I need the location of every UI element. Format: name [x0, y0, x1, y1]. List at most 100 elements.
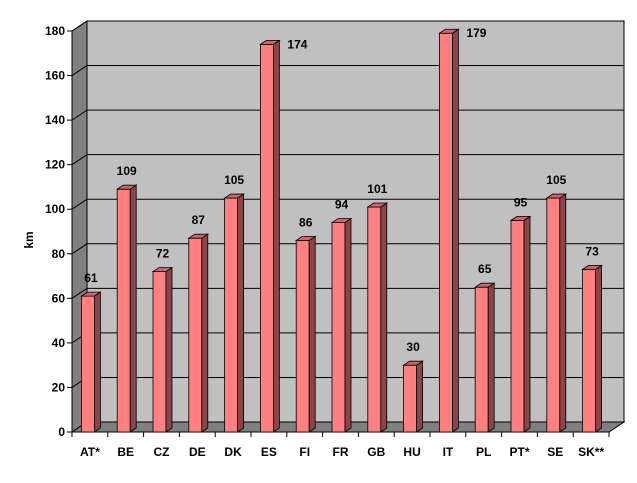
bar-DK [223, 193, 245, 433]
x-tick-label: ES [261, 445, 277, 459]
bar-front [403, 364, 418, 433]
x-tick-label: SK** [578, 445, 604, 459]
data-label: 174 [287, 37, 307, 51]
bar-HU [402, 360, 424, 433]
bar-front [152, 271, 167, 433]
x-tick-label: IT [443, 445, 454, 459]
y-tick-label: 180 [45, 24, 65, 38]
data-label: 94 [335, 198, 349, 212]
data-label: 61 [84, 271, 98, 285]
x-tick-label: PT* [509, 445, 529, 459]
bar-top [259, 39, 281, 45]
bar-top [223, 193, 245, 199]
x-tick-label: FR [333, 445, 349, 459]
bar-top [80, 291, 102, 297]
data-label: 87 [192, 213, 206, 227]
y-tick-label: 60 [52, 291, 66, 305]
data-label: 109 [117, 164, 137, 178]
bar-BE [115, 184, 138, 433]
data-label: 101 [367, 182, 387, 196]
x-tick-label: AT* [80, 445, 100, 459]
x-tick-label: DK [224, 445, 242, 459]
bar-side [129, 184, 137, 433]
y-tick-label: 160 [45, 69, 65, 83]
bar-side [165, 266, 173, 433]
x-tick-label: FI [299, 445, 310, 459]
data-label: 72 [156, 247, 170, 261]
bar-top [330, 218, 353, 223]
x-tick-label: HU [403, 445, 420, 459]
bar-front [367, 206, 382, 433]
gridline [71, 20, 624, 32]
data-label: 30 [406, 340, 420, 354]
bar-front [546, 197, 561, 433]
bar-front [331, 222, 346, 433]
bar-front [116, 188, 131, 433]
bar-top [187, 233, 210, 239]
bar-FR [330, 217, 353, 433]
x-tick-label: PL [476, 445, 491, 459]
bar-side [380, 202, 388, 433]
bar-PT [509, 215, 532, 433]
bars [80, 28, 603, 433]
bar-side [201, 233, 209, 433]
bar-PL [473, 282, 496, 433]
x-tick-label: BE [117, 445, 134, 459]
y-tick-labels: 0 20 40 60 80 100 120 140 160 180 [45, 24, 65, 439]
x-tick-label: CZ [154, 445, 170, 459]
bar-front [582, 268, 596, 433]
bar-front [259, 43, 274, 433]
bar-side [237, 193, 245, 433]
y-tick-label: 80 [52, 247, 66, 261]
bar-SK [581, 264, 603, 433]
data-label: 73 [585, 244, 599, 258]
y-tick-label: 20 [52, 380, 66, 394]
bar-top [473, 282, 496, 288]
bar-front [438, 32, 453, 433]
bar-side [451, 28, 459, 433]
bar-front [474, 286, 489, 433]
bar-side [595, 264, 602, 433]
bar-side [94, 291, 101, 433]
bar-side [523, 215, 531, 433]
bar-front [188, 237, 203, 433]
bar-FI [294, 235, 317, 433]
bar-top [294, 236, 317, 241]
bar-top [115, 184, 138, 190]
bar-side [559, 193, 567, 433]
y-tick-label: 140 [45, 113, 65, 127]
data-labels: 61 109 72 87 105 174 86 94 101 30 179 65 95 105 73 [84, 26, 599, 354]
bar-SE [545, 193, 568, 433]
bar-top [402, 360, 424, 366]
bar-DE [187, 233, 210, 433]
bar-top [545, 193, 568, 199]
x-tick-label: SE [547, 445, 563, 459]
bar-side [308, 235, 316, 433]
bar-top [438, 28, 460, 34]
bar-front [295, 240, 310, 433]
bar-top [509, 215, 532, 221]
bar-GB [366, 202, 389, 433]
data-label: 179 [466, 26, 486, 40]
bar-top [581, 264, 603, 270]
y-tick-label: 120 [45, 158, 65, 172]
bar-ES [259, 39, 281, 433]
bar-side [344, 217, 352, 433]
bar-side [416, 360, 424, 433]
data-label: 65 [478, 262, 492, 276]
data-label: 105 [546, 173, 566, 187]
data-label: 105 [224, 173, 244, 187]
bar-top [151, 267, 174, 273]
y-axis-label: km [22, 231, 36, 248]
bar-IT [438, 28, 460, 433]
x-tick-label: DE [189, 445, 206, 459]
bar-front [81, 295, 95, 433]
bar-AT [80, 291, 102, 433]
x-tick-labels: AT* BE CZ DE DK ES FI FR GB HU IT PL PT* SE SK** [80, 445, 604, 459]
bar-front [510, 219, 525, 433]
y-tick-label: 100 [45, 202, 65, 216]
bar-side [272, 39, 280, 433]
y-tick-label: 0 [58, 425, 65, 439]
data-label: 95 [514, 195, 528, 209]
